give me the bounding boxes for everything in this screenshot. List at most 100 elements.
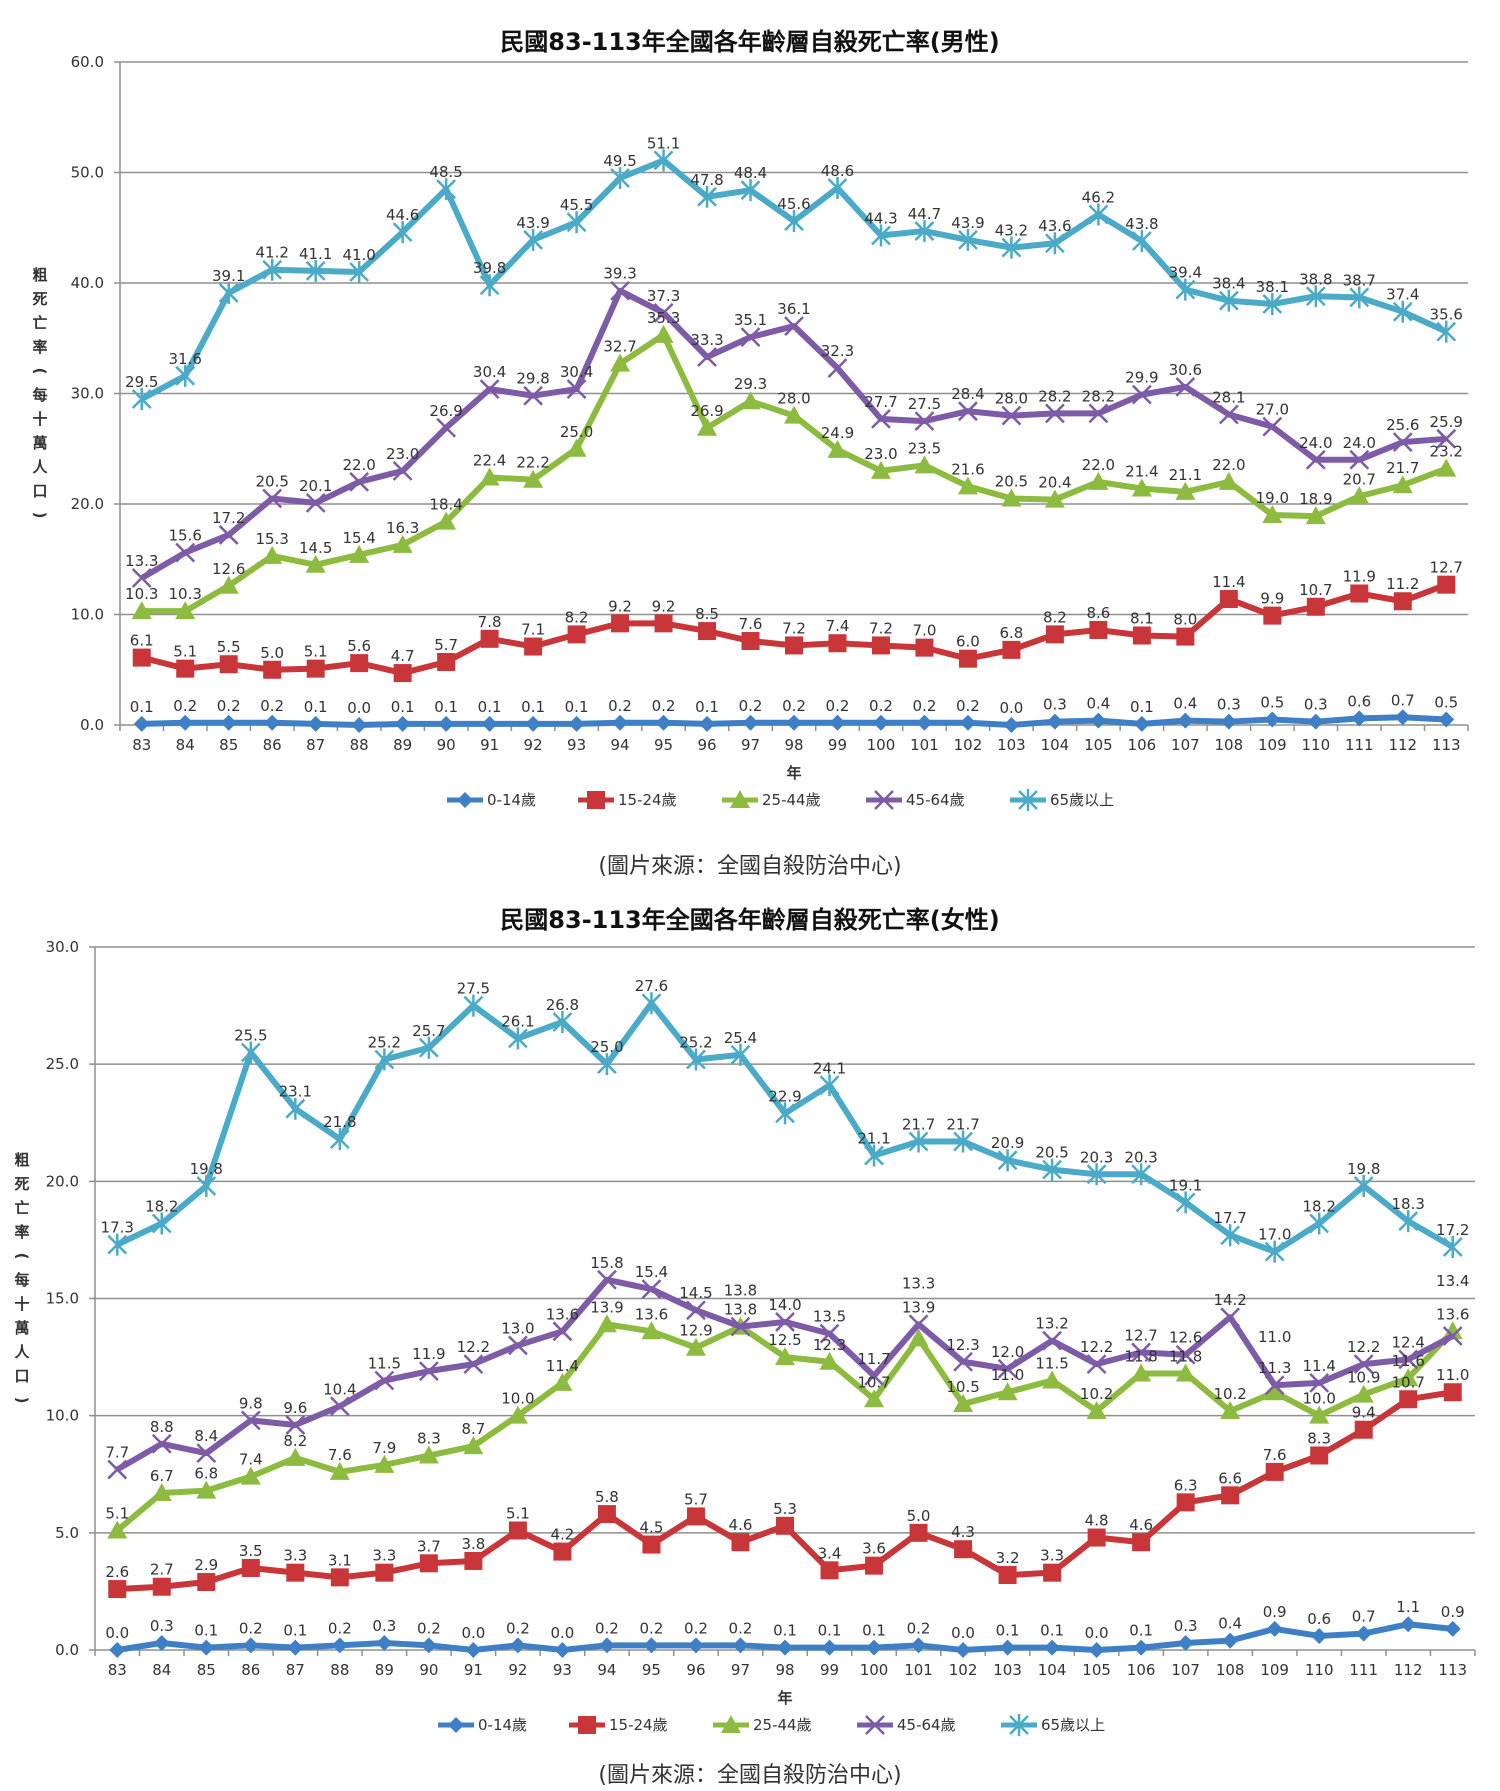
y-axis-label-char: 人 bbox=[32, 458, 48, 476]
data-point bbox=[509, 1637, 526, 1654]
data-point bbox=[910, 1637, 927, 1654]
data-label: 11.7 bbox=[857, 1350, 890, 1368]
data-point bbox=[1175, 481, 1196, 500]
data-point bbox=[240, 1041, 261, 1064]
data-point bbox=[1090, 712, 1107, 729]
data-label: 0.2 bbox=[173, 697, 197, 715]
data-label: 0.3 bbox=[372, 1617, 396, 1635]
data-point bbox=[732, 1637, 749, 1654]
data-point bbox=[1349, 449, 1370, 470]
data-point bbox=[418, 1445, 439, 1464]
data-label: 0.3 bbox=[1217, 696, 1241, 714]
image-source-caption-female: (圖片來源：全國自殺防治中心) bbox=[598, 1763, 902, 1788]
data-point bbox=[1353, 1175, 1374, 1198]
data-label: 0.1 bbox=[862, 1622, 886, 1640]
data-label: 44.3 bbox=[864, 209, 897, 227]
data-label: 0.1 bbox=[304, 698, 328, 716]
data-point bbox=[1305, 506, 1326, 525]
x-tick-label: 85 bbox=[197, 1661, 216, 1679]
data-point bbox=[1263, 606, 1282, 625]
data-label: 26.1 bbox=[501, 1012, 534, 1030]
data-label: 10.7 bbox=[1392, 1373, 1425, 1391]
data-label: 11.0 bbox=[1258, 1328, 1291, 1346]
data-point bbox=[1444, 1620, 1461, 1637]
data-point bbox=[827, 358, 848, 378]
data-label: 10.5 bbox=[946, 1378, 979, 1396]
data-point bbox=[1220, 713, 1237, 730]
data-point bbox=[1001, 488, 1022, 507]
data-point bbox=[177, 714, 194, 731]
data-point bbox=[1221, 1486, 1240, 1505]
data-point bbox=[775, 1347, 795, 1366]
data-label: 33.3 bbox=[690, 331, 723, 349]
data-label: 11.4 bbox=[1302, 1357, 1335, 1375]
x-tick-label: 89 bbox=[393, 736, 412, 754]
data-point bbox=[871, 636, 890, 655]
data-point bbox=[374, 1370, 395, 1391]
data-label: 9.4 bbox=[1352, 1404, 1376, 1422]
data-point bbox=[641, 1321, 662, 1340]
data-point bbox=[612, 714, 629, 731]
data-label: 10.9 bbox=[1347, 1369, 1380, 1387]
data-point bbox=[175, 542, 196, 563]
data-point bbox=[1438, 711, 1455, 728]
data-label: 0.2 bbox=[907, 1619, 931, 1637]
y-axis-label-char: 口 bbox=[32, 482, 47, 500]
data-point bbox=[958, 649, 977, 668]
data-point bbox=[687, 1637, 704, 1654]
data-point bbox=[641, 992, 662, 1015]
data-point bbox=[872, 714, 889, 731]
data-point bbox=[953, 1351, 973, 1372]
y-tick-label: 50.0 bbox=[71, 164, 104, 182]
legend-item: 0-14歲 bbox=[447, 791, 536, 809]
data-label: 37.3 bbox=[647, 287, 680, 305]
data-point bbox=[784, 210, 804, 233]
y-tick-label: 30.0 bbox=[46, 938, 79, 956]
data-point bbox=[828, 634, 847, 653]
data-label: 38.1 bbox=[1256, 278, 1289, 296]
data-point bbox=[1355, 1625, 1372, 1642]
data-point bbox=[1086, 1163, 1107, 1186]
data-label: 0.0 bbox=[550, 1624, 574, 1642]
data-label: 38.8 bbox=[1299, 270, 1332, 288]
data-label: 15.4 bbox=[342, 529, 375, 547]
data-label: 19.1 bbox=[1169, 1176, 1202, 1194]
data-label: 12.6 bbox=[1169, 1329, 1202, 1347]
data-label: 5.0 bbox=[907, 1507, 931, 1525]
data-point bbox=[1175, 1363, 1196, 1382]
y-axis-label-char: 粗 bbox=[14, 1151, 29, 1169]
data-label: 11.5 bbox=[1035, 1355, 1068, 1373]
data-point bbox=[436, 178, 457, 201]
data-label: 27.6 bbox=[635, 977, 668, 995]
data-label: 21.8 bbox=[323, 1113, 356, 1131]
data-label: 7.2 bbox=[782, 619, 806, 637]
x-tick-label: 112 bbox=[1394, 1661, 1423, 1679]
data-label: 8.1 bbox=[1130, 609, 1154, 627]
data-label: 6.7 bbox=[150, 1467, 174, 1485]
data-label: 10.2 bbox=[1080, 1385, 1113, 1403]
x-tick-label: 94 bbox=[597, 1661, 616, 1679]
series-line bbox=[141, 331, 1448, 615]
data-label: 0.9 bbox=[1441, 1603, 1465, 1621]
chart-title-male: 民國83-113年全國各年齡層自殺死亡率(男性) bbox=[500, 28, 1000, 56]
data-point bbox=[1305, 449, 1326, 470]
data-point bbox=[220, 714, 237, 731]
data-label: 0.1 bbox=[478, 698, 502, 716]
x-tick-label: 105 bbox=[1082, 1661, 1111, 1679]
data-label: 10.0 bbox=[501, 1390, 534, 1408]
data-point bbox=[418, 1036, 439, 1059]
data-label: 17.2 bbox=[1436, 1221, 1469, 1239]
data-point bbox=[552, 1372, 573, 1391]
data-label: 0.5 bbox=[1260, 693, 1284, 711]
data-point bbox=[1442, 1321, 1463, 1340]
data-label: 0.0 bbox=[461, 1624, 485, 1642]
data-point bbox=[610, 280, 630, 301]
data-point bbox=[376, 1634, 393, 1651]
data-point bbox=[1002, 640, 1021, 659]
data-label: 11.3 bbox=[1258, 1359, 1291, 1377]
data-point bbox=[740, 179, 761, 202]
data-point bbox=[508, 1027, 528, 1050]
x-tick-label: 94 bbox=[611, 736, 630, 754]
legend-marker-icon bbox=[448, 1717, 464, 1733]
data-point bbox=[219, 655, 238, 674]
